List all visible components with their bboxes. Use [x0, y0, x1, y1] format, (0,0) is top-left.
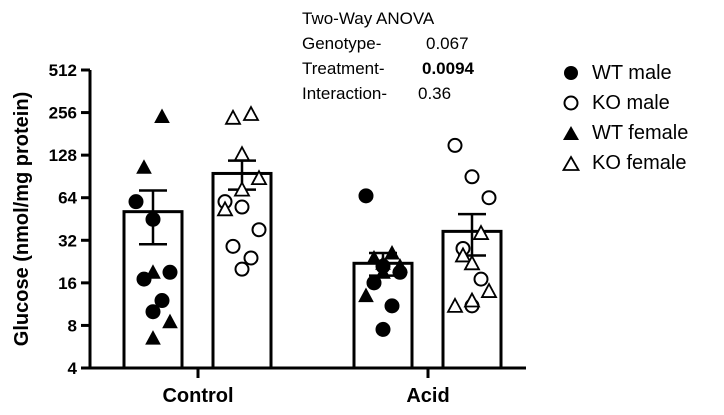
- data-point-ko-female: [472, 224, 490, 240]
- data-point-ko-male: [243, 250, 259, 266]
- data-point-ko-female: [242, 105, 260, 121]
- data-point-wt-male: [375, 321, 391, 337]
- data-point-wt-female: [358, 287, 374, 303]
- filled-triangle-marker-icon: [563, 126, 579, 140]
- data-point-wt-female: [375, 264, 391, 279]
- y-axis-label: Glucose (nmol/mg protein): [11, 92, 33, 346]
- y-tick-label: 16: [58, 274, 77, 293]
- data-point-wt-female: [145, 264, 161, 279]
- legend-label: KO female: [592, 152, 687, 174]
- data-point-ko-female: [463, 291, 481, 308]
- data-point-ko-female: [454, 246, 472, 263]
- data-point-ko-male: [464, 169, 480, 185]
- data-point-wt-male: [162, 264, 178, 280]
- data-point-ko-female: [233, 180, 251, 197]
- data-point-ko-male: [447, 137, 463, 153]
- anova-treatment-value: 0.0094: [422, 59, 474, 78]
- x-tick-label: Acid: [406, 385, 449, 407]
- open-circle-marker-icon: [563, 95, 579, 111]
- data-point-ko-male: [234, 261, 250, 277]
- anova-interaction-label: Interaction-: [302, 84, 388, 103]
- filled-circle-marker-icon: [564, 66, 578, 80]
- data-point-ko-male: [251, 222, 267, 238]
- data-point-wt-male: [366, 275, 382, 291]
- data-point-ko-female: [446, 296, 464, 313]
- legend-label: WT female: [592, 122, 689, 144]
- anova-title: Two-Way ANOVA: [302, 9, 435, 28]
- data-point-ko-female: [224, 108, 242, 125]
- data-point-ko-female: [480, 282, 498, 298]
- legend-label: WT male: [592, 62, 672, 84]
- y-tick-label: 256: [49, 104, 77, 123]
- data-point-ko-male: [225, 238, 241, 254]
- data-point-wt-female: [136, 159, 152, 174]
- data-point-wt-female: [366, 249, 382, 265]
- y-tick-label: 4: [68, 359, 78, 378]
- data-point-wt-female: [384, 244, 400, 260]
- data-point-wt-male: [128, 194, 144, 210]
- data-point-wt-male: [384, 298, 400, 314]
- data-point-ko-male: [473, 271, 489, 287]
- data-point-ko-female: [463, 254, 481, 271]
- anova-genotype-label: Genotype-: [302, 34, 382, 53]
- data-point-ko-female: [233, 145, 251, 162]
- data-point-wt-female: [154, 108, 170, 124]
- data-point-ko-female: [216, 200, 234, 217]
- data-point-wt-female: [145, 330, 161, 345]
- x-tick-label: Control: [162, 385, 233, 407]
- data-point-wt-female: [392, 258, 408, 273]
- y-tick-label: 32: [58, 231, 77, 250]
- anova-genotype-value: 0.067: [426, 34, 469, 53]
- y-tick-label: 512: [49, 61, 77, 80]
- data-point-ko-male: [481, 190, 497, 206]
- data-point-ko-female: [250, 169, 268, 186]
- y-tick-label: 8: [68, 316, 77, 335]
- anova-treatment-label: Treatment-: [302, 59, 385, 78]
- y-tick-label: 64: [58, 189, 77, 208]
- anova-interaction-value: 0.36: [418, 84, 452, 103]
- y-tick-label: 128: [49, 146, 77, 165]
- open-triangle-marker-icon: [562, 155, 581, 171]
- data-point-ko-male: [234, 199, 250, 215]
- data-point-wt-male: [145, 304, 161, 320]
- data-point-wt-male: [358, 188, 374, 204]
- data-point-wt-female: [162, 313, 178, 329]
- data-point-wt-male: [145, 211, 161, 227]
- legend-label: KO male: [592, 92, 670, 114]
- data-point-wt-male: [154, 293, 170, 309]
